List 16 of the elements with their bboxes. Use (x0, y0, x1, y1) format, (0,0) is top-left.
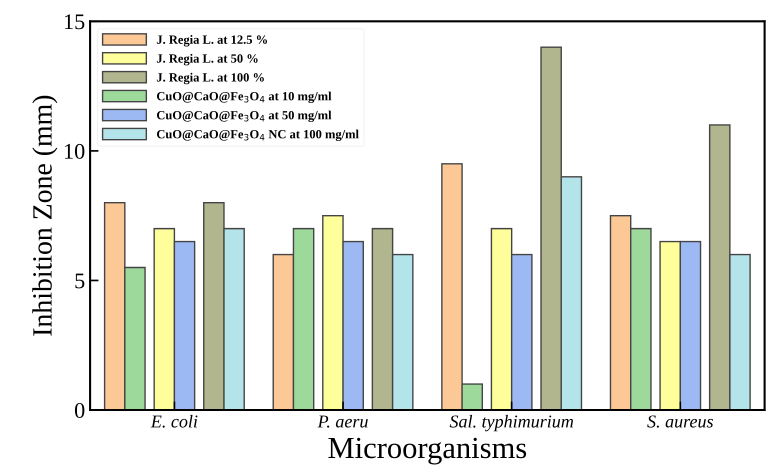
y-tick-label: 0 (74, 402, 84, 418)
y-tick-label: 15 (64, 14, 84, 30)
legend-label: CuO@CaO@Fe$_{3}$O$_{4}$ NC at 100 mg/ml (156, 130, 359, 142)
legend-label: CuO@CaO@Fe$_{3}$O$_{4}$ at 50 mg/ml (156, 110, 332, 122)
legend-label: CuO@CaO@Fe$_{3}$O$_{4}$ at 10 mg/ml (156, 92, 332, 104)
y-tick-label: 10 (64, 144, 84, 159)
x-tick-label: S. aureus (647, 415, 714, 428)
x-tick-label: Sal. typhimurium (450, 414, 574, 432)
legend-label: J. Regia L. at 100 % (156, 72, 264, 84)
y-tick-label: 5 (75, 274, 84, 288)
legend-label: J. Regia L. at 50 % (156, 54, 258, 66)
x-tick-label: P. aeru (318, 416, 368, 428)
x-tick-label: E. coli (150, 414, 198, 428)
y-axis-title: Inhibition Zone (mm) (32, 96, 58, 336)
legend-label: J. Regia L. at 12.5 % (156, 35, 267, 46)
x-axis-title: Microorganisms (328, 438, 526, 465)
